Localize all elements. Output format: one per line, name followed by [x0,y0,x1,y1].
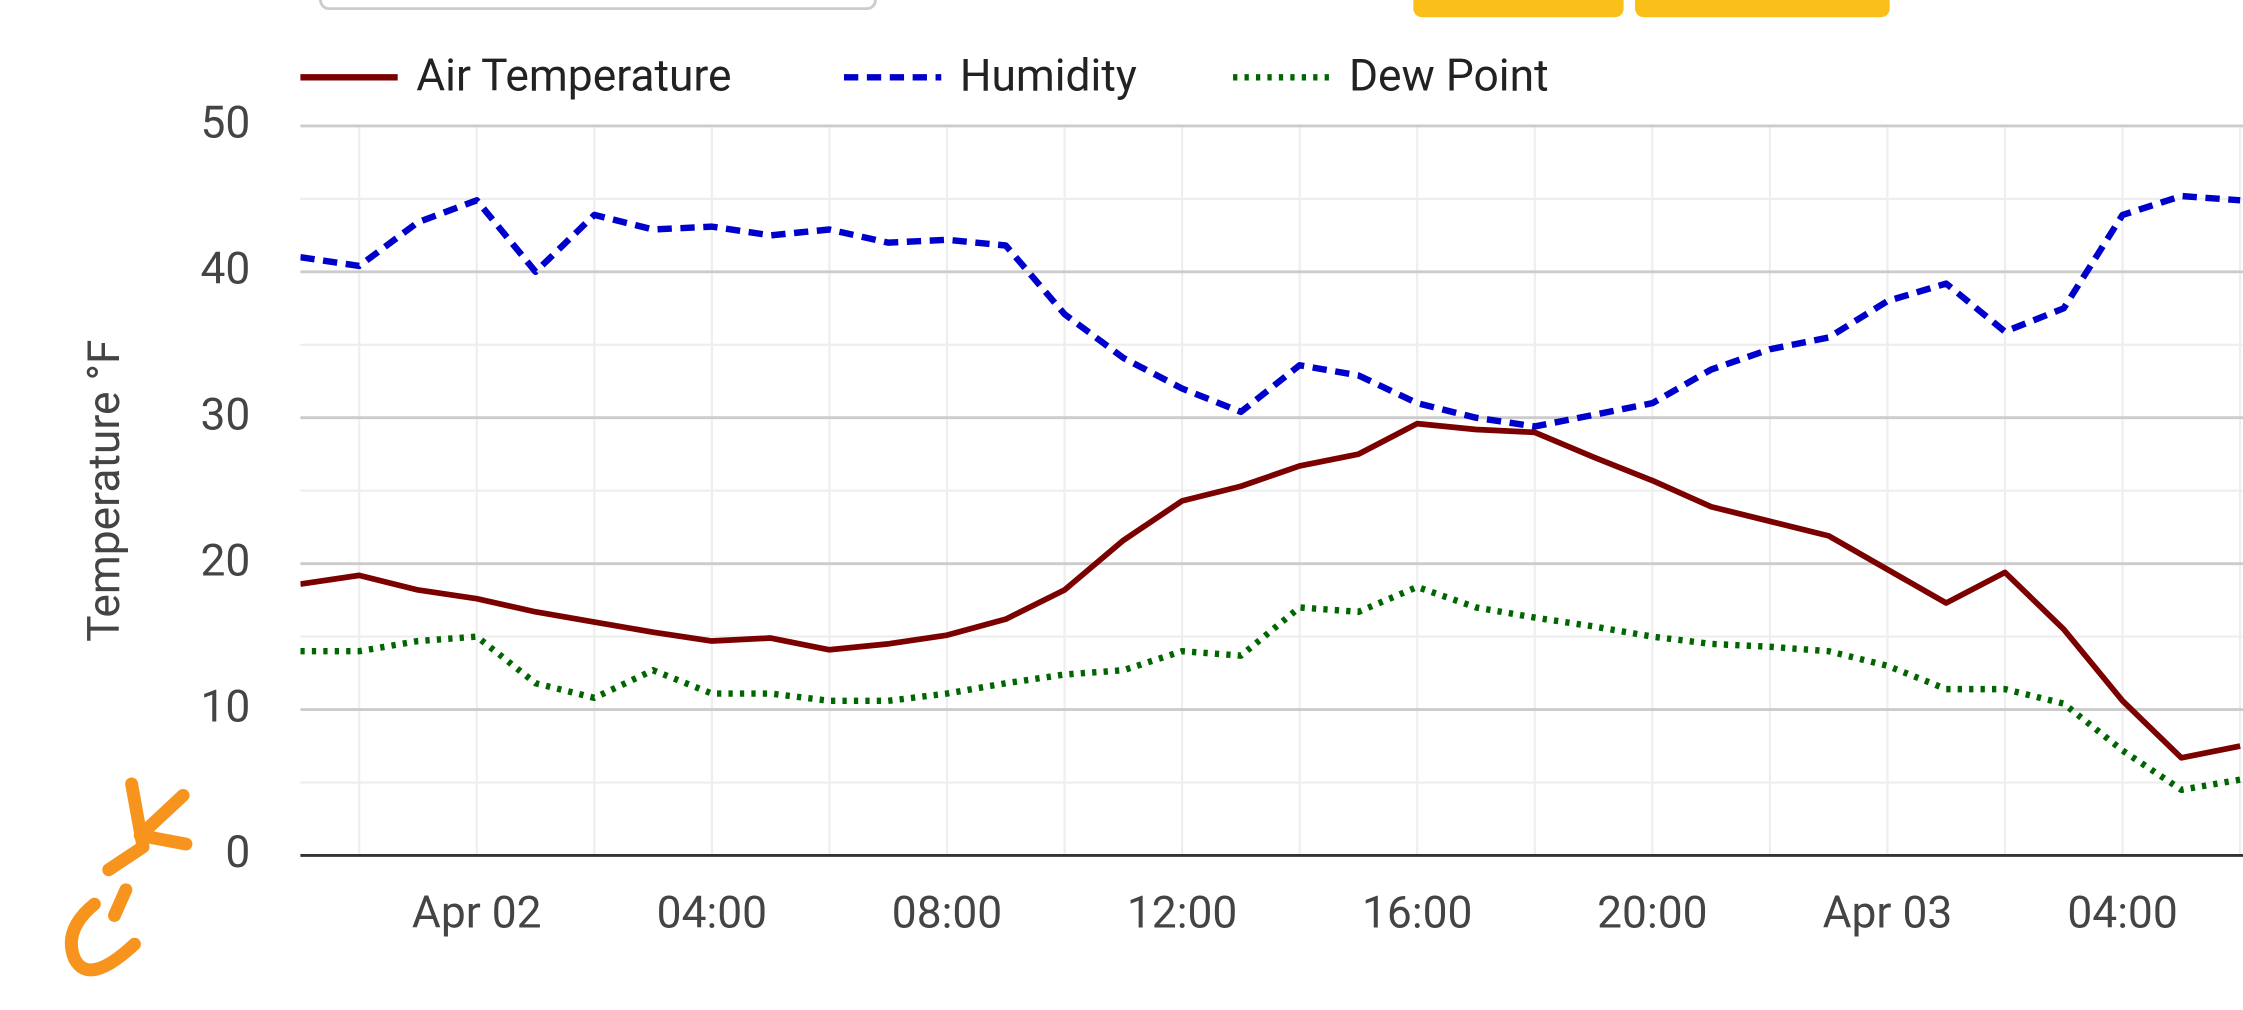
button[interactable] [1413,0,1624,18]
annotation-scribble [64,777,193,977]
y-tick-label: 30 [201,388,251,440]
x-tick-label: Apr 03 [1823,886,1953,938]
x-tick-label: 04:00 [2067,886,2177,938]
y-axis-label: Temperature °F [78,339,130,641]
input-box[interactable] [319,0,877,11]
y-tick-label: 20 [201,534,251,586]
series-line [300,583,2241,794]
series-line [300,420,2241,761]
legend-label[interactable]: Humidity [960,49,1137,101]
y-tick-label: 0 [225,826,250,878]
series-line [300,192,2241,430]
x-tick-label: 20:00 [1597,886,1707,938]
x-tick-label: 08:00 [892,886,1002,938]
button[interactable] [1635,0,1890,18]
legend-label[interactable]: Air Temperature [416,49,731,101]
y-tick-label: 40 [201,243,251,295]
x-tick-label: 16:00 [1362,886,1472,938]
legend-label[interactable]: Dew Point [1349,49,1549,101]
x-tick-label: 04:00 [657,886,767,938]
y-tick-label: 50 [201,97,251,149]
x-tick-label: Apr 02 [412,886,542,938]
y-tick-label: 10 [201,680,251,732]
x-tick-label: 12:00 [1127,886,1237,938]
